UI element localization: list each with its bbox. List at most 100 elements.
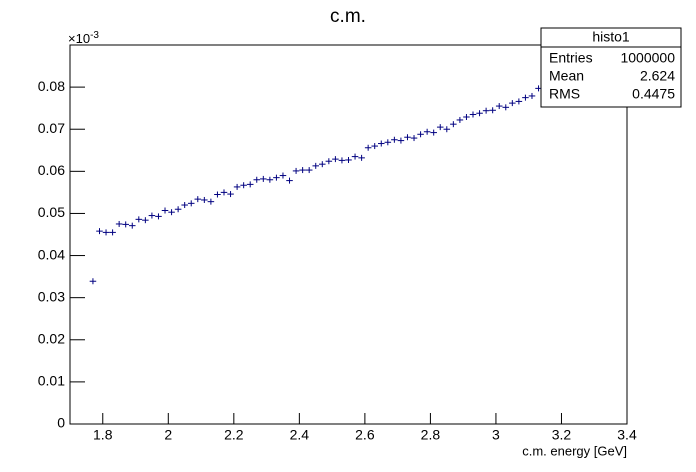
stats-value: 0.4475 <box>632 86 675 102</box>
chart-title: c.m. <box>330 6 366 27</box>
data-point <box>509 100 516 107</box>
data-point <box>246 181 254 188</box>
data-point <box>338 157 346 164</box>
data-point <box>312 162 320 169</box>
plot-frame <box>69 44 628 425</box>
data-point <box>456 116 464 123</box>
stats-label: RMS <box>549 86 580 102</box>
data-point <box>214 191 221 198</box>
data-point <box>142 217 149 224</box>
data-point <box>423 128 431 135</box>
data-point <box>522 94 529 101</box>
y-tick-label: 0.06 <box>38 162 65 178</box>
data-point <box>319 161 326 168</box>
data-point <box>515 98 523 105</box>
data-point <box>148 212 156 219</box>
stats-value: 2.624 <box>640 68 675 84</box>
data-point <box>377 140 385 147</box>
y-multiplier-exponent: -3 <box>90 30 99 41</box>
data-point <box>161 207 169 214</box>
data-point <box>240 182 247 189</box>
plot-area: 1.8 2 2.2 2.4 2.6 2.8 3 3.2 3.4 0 0.01 0.02 0.03 0.04… <box>38 78 637 443</box>
x-tick-label: 2.2 <box>224 427 244 443</box>
data-point <box>115 220 123 227</box>
data-point <box>489 107 496 114</box>
data-point <box>450 121 457 128</box>
data-point <box>404 134 411 141</box>
data-point <box>266 176 274 183</box>
y-tick-label: 0.04 <box>38 246 65 262</box>
data-point <box>528 92 536 99</box>
y-tick-label: 0 <box>57 415 65 431</box>
data-point <box>286 177 293 184</box>
data-point <box>168 209 175 216</box>
data-point <box>299 167 306 174</box>
data-point <box>128 222 136 229</box>
data-point <box>201 196 208 203</box>
data-point <box>397 137 405 144</box>
data-point <box>476 110 483 117</box>
data-point <box>502 104 510 111</box>
stats-frame <box>540 27 682 108</box>
data-point <box>273 174 280 181</box>
data-point <box>96 228 103 235</box>
data-point <box>351 153 359 160</box>
data-point <box>155 213 162 220</box>
x-tick-label: 1.8 <box>93 427 113 443</box>
y-tick-label: 0.05 <box>38 204 65 220</box>
data-point <box>384 139 392 146</box>
x-tick-label: 2.4 <box>290 427 310 443</box>
data-point <box>391 136 398 143</box>
stats-label: Mean <box>549 68 584 84</box>
data-point <box>102 229 110 236</box>
data-point <box>345 156 352 163</box>
data-point <box>469 111 477 118</box>
data-point <box>430 129 437 136</box>
x-tick-label: 3.2 <box>552 427 572 443</box>
data-point <box>371 143 378 150</box>
data-point <box>122 221 129 228</box>
data-point <box>260 175 267 182</box>
y-tick-label: 0.07 <box>38 120 65 136</box>
x-tick-label: 2.8 <box>421 427 441 443</box>
data-point <box>495 103 503 110</box>
y-tick-label: 0.01 <box>38 373 65 389</box>
data-point <box>89 278 97 285</box>
x-tick-label: 3.4 <box>617 427 637 443</box>
y-tick-label: 0.08 <box>38 78 65 94</box>
data-point <box>233 183 241 190</box>
data-point <box>358 154 365 161</box>
stats-box: histo1 Entries 1000000 Mean 2.624 RMS 0.4475 <box>540 27 682 108</box>
data-point <box>332 156 339 163</box>
data-point <box>207 198 215 205</box>
data-point <box>463 114 470 121</box>
data-point <box>187 200 195 207</box>
data-point <box>109 229 116 236</box>
data-point <box>181 202 188 209</box>
data-point <box>135 216 143 223</box>
data-point <box>305 167 313 174</box>
data-point <box>443 126 451 133</box>
stats-label: Entries <box>549 50 593 66</box>
x-axis-label: c.m. energy [GeV] <box>522 443 627 458</box>
stats-value: 1000000 <box>620 50 675 66</box>
data-point <box>227 191 234 198</box>
data-point <box>174 206 182 213</box>
x-tick-label: 2 <box>164 427 172 443</box>
data-point <box>292 167 300 174</box>
data-point <box>194 196 202 203</box>
data-point <box>410 135 418 142</box>
x-tick-label: 2.6 <box>355 427 375 443</box>
data-point <box>253 176 261 183</box>
stats-title: histo1 <box>592 29 630 45</box>
x-tick-label: 3 <box>492 427 500 443</box>
data-point <box>220 189 228 196</box>
data-point <box>364 144 372 151</box>
data-point <box>279 172 287 179</box>
y-tick-label: 0.02 <box>38 330 65 346</box>
data-point <box>482 107 490 114</box>
data-point <box>325 158 333 165</box>
data-point <box>436 124 444 131</box>
y-multiplier-base: ×10 <box>68 31 90 46</box>
